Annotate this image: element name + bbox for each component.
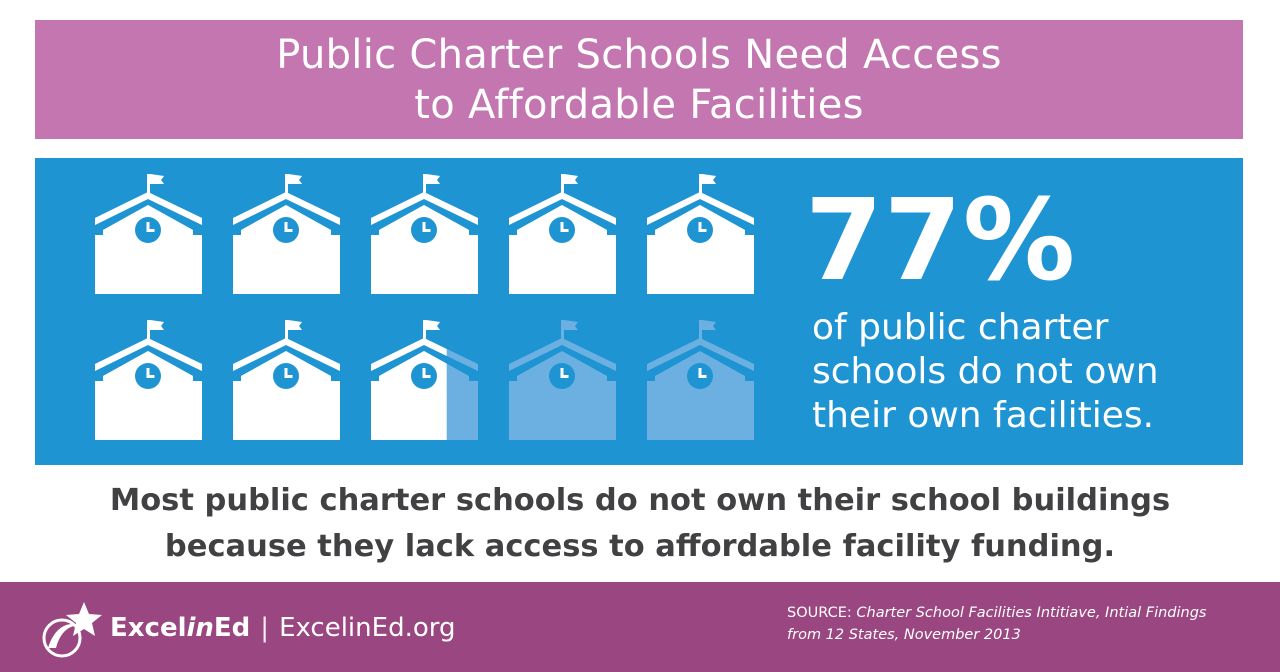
school-building-icon <box>231 172 342 294</box>
brand-separator: | <box>260 613 270 643</box>
stat-description-line-1: of public charter <box>812 307 1109 348</box>
brand-excel: Excel <box>110 613 187 643</box>
subtitle-line-2: because they lack access to affordable f… <box>164 529 1116 564</box>
brand-in: in <box>186 613 214 643</box>
school-building-icon <box>231 318 342 440</box>
source-citation: SOURCE: Charter School Facilities Intiti… <box>787 602 1267 646</box>
school-building-icon <box>645 318 756 440</box>
source-label: SOURCE: <box>787 605 857 621</box>
school-building-icon <box>507 172 618 294</box>
brand-url-link[interactable]: ExcelinEd.org <box>279 613 456 643</box>
subtitle-line-1: Most public charter schools do not own t… <box>109 483 1171 518</box>
brand-wordmark: ExcelinEd | ExcelinEd.org <box>110 611 455 645</box>
source-line-2: from 12 States, November 2013 <box>787 627 1021 643</box>
brand-ed: Ed <box>213 613 251 643</box>
school-building-icon <box>645 172 756 294</box>
title-line-1: Public Charter Schools Need Access <box>276 31 1002 78</box>
subtitle: Most public charter schools do not own t… <box>0 478 1280 570</box>
stat-description: of public charter schools do not own the… <box>812 306 1232 438</box>
source-line-1: Charter School Facilities Intitiave, Int… <box>856 605 1207 621</box>
school-building-icon <box>369 172 480 294</box>
school-building-icon <box>507 318 618 440</box>
footer: ExcelinEd | ExcelinEd.org SOURCE: Charter … <box>0 582 1280 672</box>
school-building-icon <box>369 318 480 440</box>
stat-panel: 77% of public charter schools do not own… <box>35 158 1243 465</box>
stat-percent: 77% <box>805 176 1077 306</box>
title-line-2: to Affordable Facilities <box>414 81 864 128</box>
school-building-icon <box>93 172 204 294</box>
excelined-star-logo-icon <box>42 602 102 658</box>
title-banner: Public Charter Schools Need Access to Af… <box>35 20 1243 139</box>
stat-description-line-2: schools do not own <box>812 351 1159 392</box>
school-building-icon <box>93 318 204 440</box>
stat-description-line-3: their own facilities. <box>812 395 1155 436</box>
